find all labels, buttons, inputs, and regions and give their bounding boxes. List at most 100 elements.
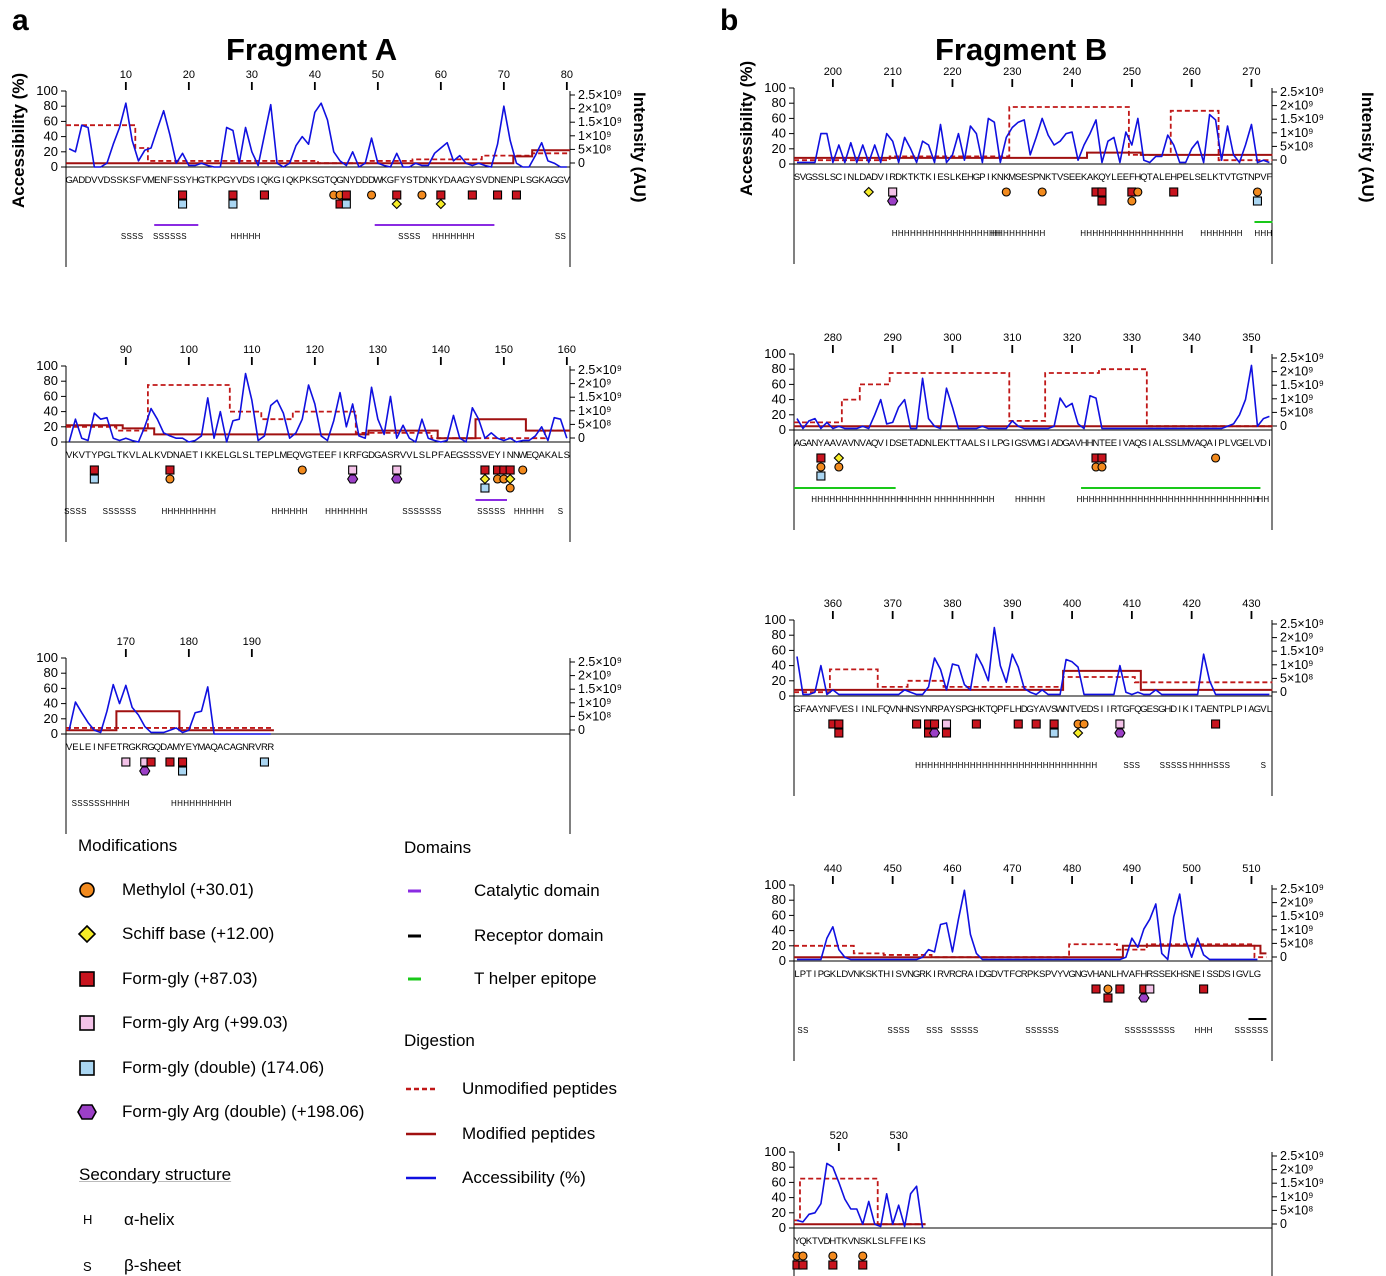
sequence-residue: E (1147, 704, 1153, 715)
sequence-residue: G (1254, 969, 1261, 980)
methylol-marker (1103, 984, 1113, 994)
sequence-residue: V (889, 704, 896, 715)
sequence-residue: K (343, 450, 350, 461)
sequence-residue: R (961, 969, 968, 980)
residue-tick-label: 460 (943, 863, 961, 875)
sequence-residue: L (79, 742, 84, 753)
form-gly-marker (1091, 984, 1101, 994)
sequence-residue: V (129, 450, 136, 461)
y-axis-title-left-a: Accessibility (%) (9, 73, 28, 208)
y-tick-label-right: 1×10⁹ (578, 696, 612, 710)
sequence-residue: Y (91, 450, 98, 461)
sequence-residue: K (305, 175, 312, 186)
form-gly-arg-marker (1145, 984, 1155, 994)
sequence-residue: T (1051, 172, 1057, 183)
sequence-residue: T (920, 172, 926, 183)
form-gly-icon (76, 968, 98, 990)
sequence-residue: K (154, 450, 161, 461)
methylol-marker (366, 190, 377, 200)
residue-tick-label: 530 (889, 1130, 907, 1142)
legend-domain-receptor: Receptor domain (404, 925, 603, 947)
sequence-residue: K (1045, 172, 1052, 183)
sequence-residue: L (1177, 438, 1182, 449)
sequence-residue: V (860, 438, 867, 449)
sequence-residue: N (494, 175, 501, 186)
sequence-residue: Y (1105, 172, 1112, 183)
sequence-residue: A (538, 450, 545, 461)
residue-tick-label: 200 (824, 66, 842, 78)
sequence-residue: F (890, 1236, 896, 1247)
sequence-residue: A (205, 742, 212, 753)
legend-label: Form-gly Arg (double) (+198.06) (122, 1102, 365, 1121)
sequence-residue: T (1003, 969, 1009, 980)
sequence-residue: V (1230, 438, 1237, 449)
sequence-residue: K (211, 175, 218, 186)
sequence-residue: F (438, 450, 444, 461)
secondary-structure-label: SSSSSS (1235, 1026, 1269, 1035)
methylol-marker (1037, 187, 1047, 197)
sequence-residue: V (1075, 704, 1082, 715)
form-gly-marker (178, 190, 188, 200)
sequence-residue: G (532, 175, 539, 186)
sequence-residue: K (1033, 969, 1040, 980)
sequence-residue: K (211, 450, 218, 461)
sequence-residue: V (1123, 438, 1130, 449)
sequence-residue: D (362, 175, 369, 186)
y-tick-label-left: 20 (44, 144, 58, 159)
sequence-residue: S (173, 175, 179, 186)
residue-tick-label: 170 (117, 636, 135, 648)
sequence-residue: V (400, 450, 407, 461)
sequence-residue: A (1153, 172, 1160, 183)
sequence-residue: D (823, 1236, 830, 1247)
secondary-structure-label: SSSS (398, 232, 421, 241)
methylol-marker (297, 465, 307, 475)
unmodified-peptides-line (66, 384, 570, 440)
sequence-residue: H (1176, 969, 1183, 980)
sequence-residue: P (1033, 172, 1039, 183)
residue-tick-label: 330 (1123, 332, 1141, 344)
sequence-residue: T (117, 742, 123, 753)
sequence-residue: K (545, 450, 552, 461)
sequence-residue: L (249, 450, 254, 461)
y-tick-label-right: 0 (1280, 1217, 1287, 1231)
sequence-residue: T (1231, 172, 1237, 183)
sequence-residue: A (551, 450, 558, 461)
sequence-residue: Q (154, 742, 161, 753)
secondary-structure-label: SSS (1123, 761, 1140, 770)
sequence-residue: S (1165, 438, 1171, 449)
sequence-residue: L (1231, 704, 1236, 715)
sequence-residue: A (824, 438, 831, 449)
sequence-residue: V (236, 175, 243, 186)
y-tick-label-left: 60 (44, 680, 58, 695)
sequence-residue: L (872, 704, 877, 715)
sequence-residue: A (457, 175, 464, 186)
sequence-residue: L (950, 172, 955, 183)
sequence-residue: I (987, 438, 990, 449)
sequence-residue: A (1099, 969, 1106, 980)
sequence-residue: I (885, 172, 888, 183)
form-gly-double-marker (1252, 196, 1262, 206)
fragment-b-title: Fragment B (935, 32, 1108, 67)
secondary-structure-label: HH (1257, 495, 1269, 504)
sequence-residue: Y (919, 704, 926, 715)
accessibility-line (796, 626, 1270, 696)
sequence-residue: G (823, 969, 830, 980)
sequence-residue: A (806, 438, 813, 449)
sequence-residue: K (913, 1236, 920, 1247)
sequence-residue: A (545, 175, 552, 186)
y-tick-label-right: 0 (1280, 419, 1287, 433)
sequence-residue: V (1063, 969, 1070, 980)
sequence-residue: Y (179, 742, 186, 753)
sequence-residue: E (1111, 438, 1117, 449)
sequence-residue: K (293, 175, 300, 186)
sequence-residue: D (979, 969, 986, 980)
sequence-residue: V (943, 969, 950, 980)
sequence-residue: S (1141, 438, 1147, 449)
sequence-residue: T (1147, 172, 1153, 183)
sequence-residue: R (141, 742, 148, 753)
sequence-residue: T (806, 969, 812, 980)
sequence-residue: W (1056, 704, 1065, 715)
sequence-residue: K (830, 969, 837, 980)
sequence-residue: T (192, 450, 198, 461)
modified-swatch (404, 1123, 438, 1145)
